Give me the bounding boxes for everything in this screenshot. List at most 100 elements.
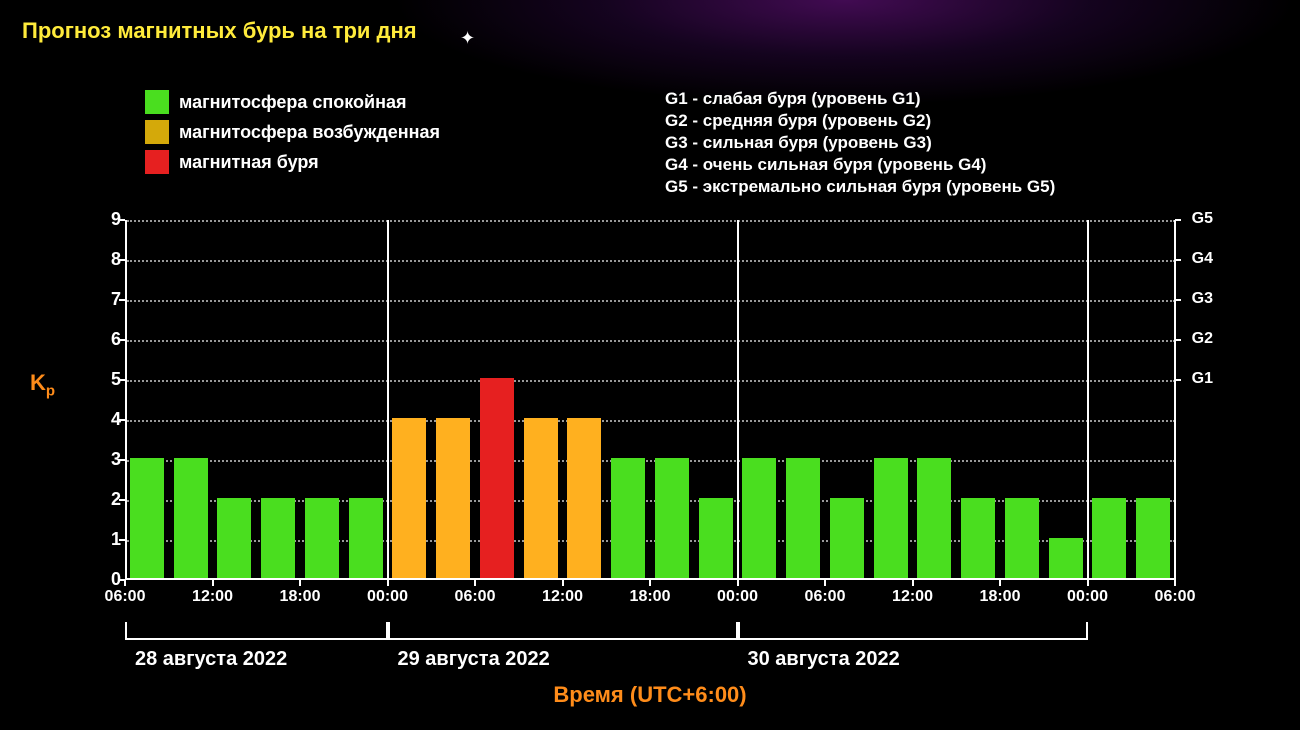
y-tick-label: 6 [95,329,121,350]
x-tick-mark [649,580,651,586]
chart-area: 0123456789G1G2G3G4G506:0012:0018:0000:00… [70,220,1230,580]
legend-swatch [145,150,169,174]
bar [130,458,164,578]
bar [655,458,689,578]
bar [261,498,295,578]
x-tick-label: 06:00 [1155,588,1196,606]
x-tick-label: 12:00 [192,588,233,606]
legend-item: магнитная буря [145,150,440,174]
date-label: 30 августа 2022 [748,648,900,671]
section-divider [1087,220,1089,580]
bar [567,418,601,578]
y-tick-label: 4 [95,409,121,430]
x-tick-mark [474,580,476,586]
x-tick-label: 18:00 [630,588,671,606]
y-tick-mark [119,419,125,421]
bar [174,458,208,578]
right-g-label: G5 [1192,210,1213,228]
bar [392,418,426,578]
right-g-label: G3 [1192,290,1213,308]
kp-k: K [30,370,46,395]
x-tick-label: 18:00 [280,588,321,606]
y-tick-label: 1 [95,529,121,550]
y-axis-line [125,220,127,580]
gridline [127,260,1175,262]
bar [480,378,514,578]
page-title: Прогноз магнитных бурь на три дня [22,18,417,44]
x-tick-label: 00:00 [1067,588,1108,606]
legend-item: магнитосфера спокойная [145,90,440,114]
y-tick-mark [119,539,125,541]
bar [699,498,733,578]
gridline [127,300,1175,302]
bar [830,498,864,578]
x-tick-mark [1087,580,1089,586]
g-level-line: G2 - средняя буря (уровень G2) [665,110,1055,132]
legend-label: магнитосфера спокойная [179,92,407,113]
legend-label: магнитосфера возбужденная [179,122,440,143]
x-tick-label: 06:00 [805,588,846,606]
bar [917,458,951,578]
legend-swatch [145,90,169,114]
x-tick-label: 06:00 [105,588,146,606]
x-tick-label: 12:00 [542,588,583,606]
x-tick-mark [562,580,564,586]
y-tick-mark [119,259,125,261]
x-tick-label: 18:00 [980,588,1021,606]
y-tick-mark [119,379,125,381]
bar [961,498,995,578]
date-bracket [125,622,388,640]
y-axis-label: Kр [30,370,55,399]
section-divider [737,220,739,580]
bar [1092,498,1126,578]
bar [786,458,820,578]
bar [217,498,251,578]
y-tick-label: 7 [95,289,121,310]
g-level-line: G3 - сильная буря (уровень G3) [665,132,1055,154]
x-tick-mark [824,580,826,586]
section-divider [1174,220,1176,580]
bar [1005,498,1039,578]
section-divider [387,220,389,580]
x-tick-mark [1174,580,1176,586]
bar [305,498,339,578]
x-tick-label: 00:00 [367,588,408,606]
right-g-label: G2 [1192,330,1213,348]
y-tick-mark [119,299,125,301]
y-tick-label: 8 [95,249,121,270]
bar [874,458,908,578]
star-icon: ✦ [460,28,475,49]
x-tick-mark [912,580,914,586]
bar [611,458,645,578]
x-tick-label: 06:00 [455,588,496,606]
legend-swatch [145,120,169,144]
y-tick-mark [119,219,125,221]
gridline [127,460,1175,462]
g-level-line: G4 - очень сильная буря (уровень G4) [665,154,1055,176]
x-tick-mark [737,580,739,586]
kp-p: р [46,382,55,399]
right-g-label: G1 [1192,370,1213,388]
time-footer: Время (UTC+6:00) [0,682,1300,708]
y-tick-mark [119,459,125,461]
right-g-label: G4 [1192,250,1213,268]
gridline [127,420,1175,422]
date-bracket [738,622,1088,640]
plot: 0123456789G1G2G3G4G506:0012:0018:0000:00… [125,220,1175,580]
y-tick-label: 9 [95,209,121,230]
legend-label: магнитная буря [179,152,319,173]
g-level-line: G5 - экстремально сильная буря (уровень … [665,176,1055,198]
x-tick-label: 00:00 [717,588,758,606]
date-label: 28 августа 2022 [135,648,287,671]
x-tick-mark [299,580,301,586]
y-tick-label: 3 [95,449,121,470]
x-tick-mark [212,580,214,586]
y-tick-mark [119,339,125,341]
y-tick-label: 2 [95,489,121,510]
date-label: 29 августа 2022 [398,648,550,671]
gridline [127,340,1175,342]
y-tick-label: 5 [95,369,121,390]
bar [524,418,558,578]
legend-item: магнитосфера возбужденная [145,120,440,144]
bar [1136,498,1170,578]
